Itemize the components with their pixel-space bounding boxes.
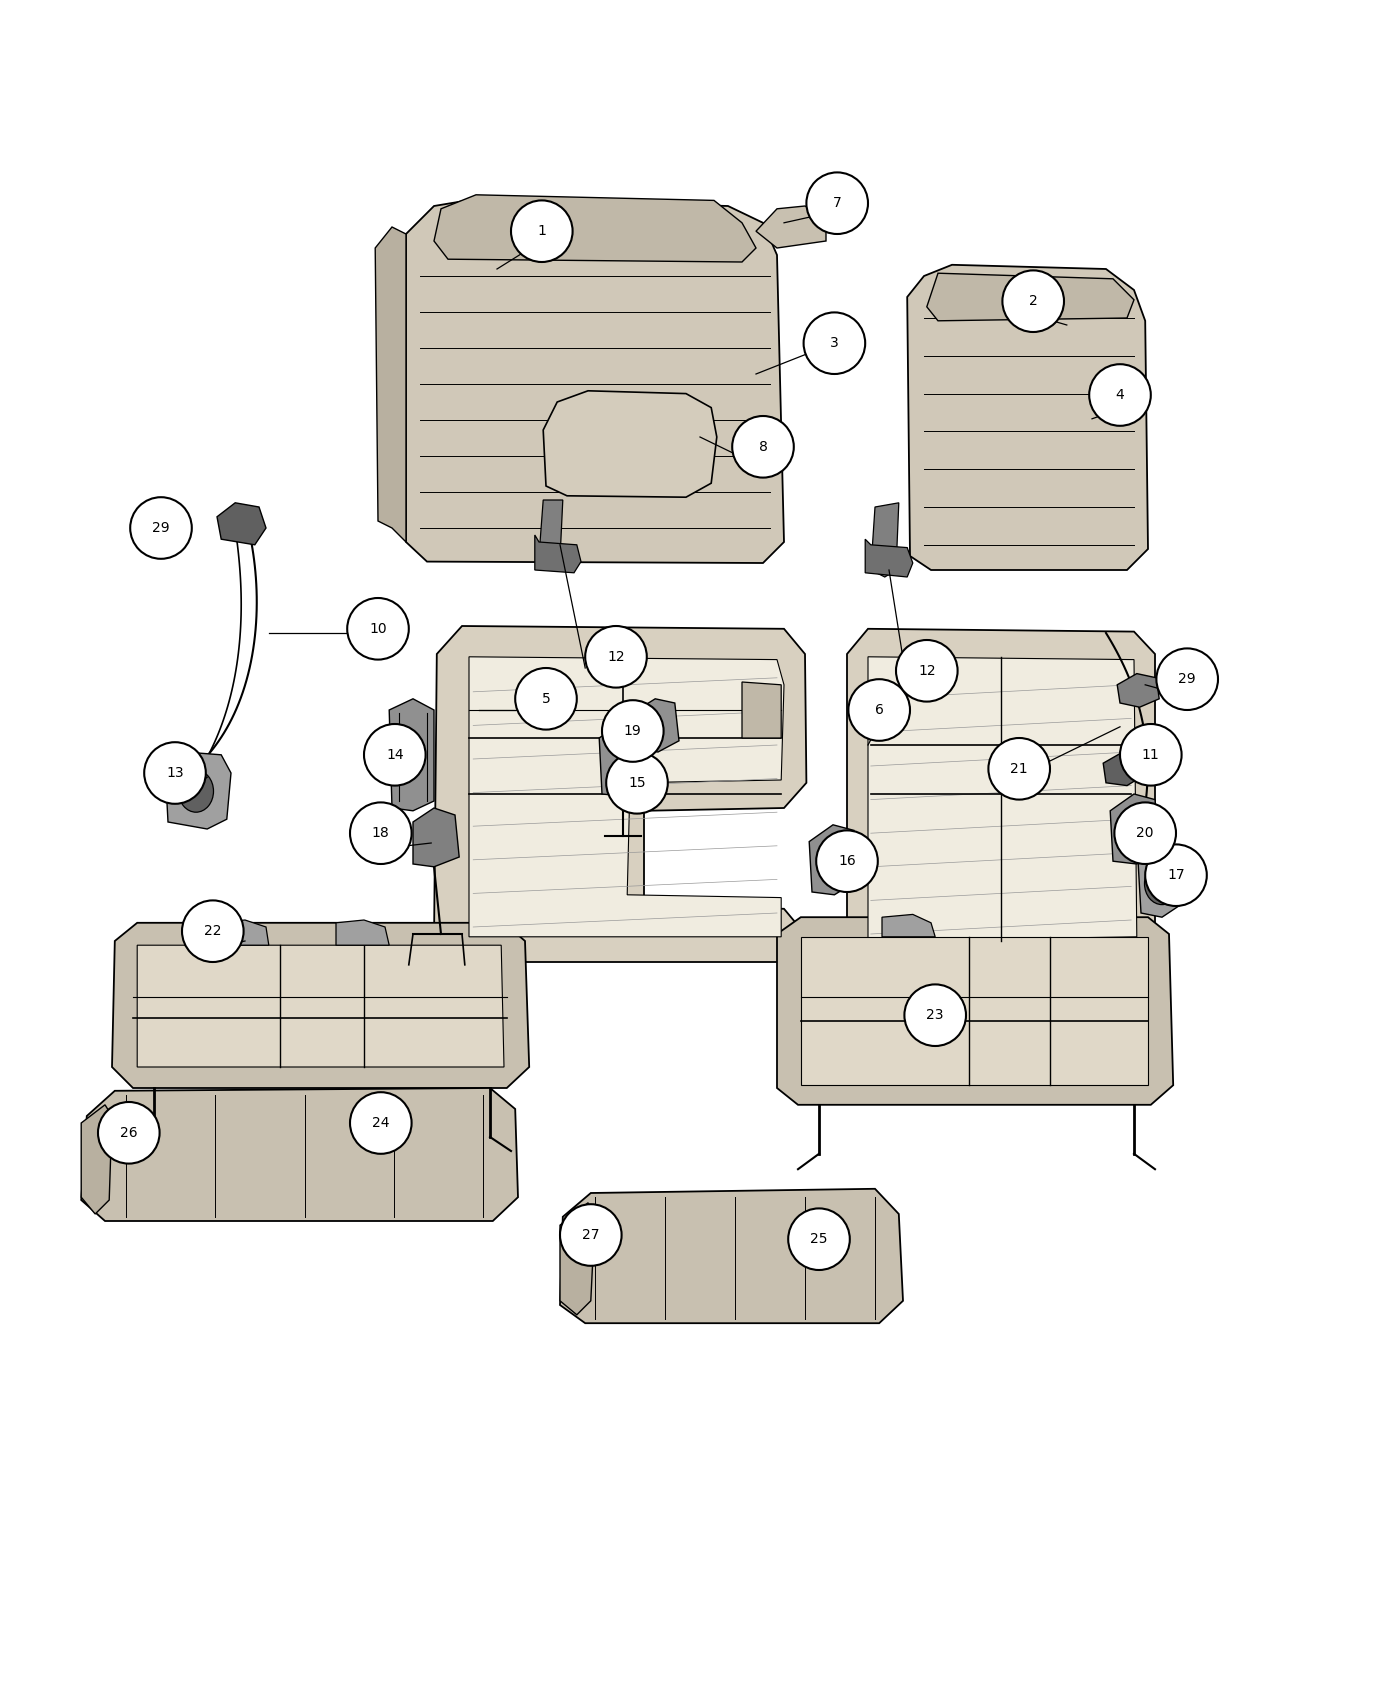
Text: 3: 3 (830, 337, 839, 350)
Polygon shape (1103, 751, 1145, 785)
Polygon shape (539, 500, 563, 563)
Text: 18: 18 (372, 826, 389, 840)
Polygon shape (1117, 673, 1159, 707)
Circle shape (144, 743, 206, 804)
Text: 19: 19 (624, 724, 641, 738)
Text: 2: 2 (1029, 294, 1037, 308)
Polygon shape (599, 721, 651, 797)
Circle shape (816, 830, 878, 893)
Text: 17: 17 (1168, 869, 1184, 882)
Polygon shape (469, 656, 784, 937)
Text: 27: 27 (582, 1227, 599, 1243)
Circle shape (350, 1091, 412, 1154)
Text: 21: 21 (1011, 762, 1028, 775)
Polygon shape (907, 265, 1148, 570)
Text: 10: 10 (370, 622, 386, 636)
Polygon shape (165, 751, 231, 830)
Polygon shape (217, 503, 266, 544)
Text: 25: 25 (811, 1232, 827, 1246)
Polygon shape (756, 206, 826, 248)
Circle shape (788, 1209, 850, 1270)
Circle shape (350, 802, 412, 864)
Circle shape (1114, 802, 1176, 864)
Polygon shape (434, 626, 806, 962)
Circle shape (1120, 724, 1182, 785)
Text: 5: 5 (542, 692, 550, 706)
Text: 14: 14 (386, 748, 403, 762)
Circle shape (896, 639, 958, 702)
Polygon shape (742, 682, 781, 738)
Circle shape (606, 751, 668, 814)
Text: 1: 1 (538, 224, 546, 238)
Text: 22: 22 (204, 925, 221, 938)
Polygon shape (147, 517, 189, 549)
Ellipse shape (1145, 862, 1179, 904)
Circle shape (848, 680, 910, 741)
Polygon shape (927, 274, 1134, 321)
Polygon shape (413, 808, 459, 867)
Polygon shape (137, 945, 504, 1068)
Polygon shape (1138, 850, 1183, 918)
Circle shape (130, 496, 192, 559)
Text: 13: 13 (167, 767, 183, 780)
Polygon shape (543, 391, 717, 496)
Text: 29: 29 (153, 520, 169, 536)
Circle shape (1002, 270, 1064, 332)
Polygon shape (882, 915, 935, 937)
Polygon shape (560, 1188, 903, 1323)
Text: 12: 12 (918, 663, 935, 678)
Polygon shape (336, 920, 389, 945)
Polygon shape (847, 629, 1155, 962)
Circle shape (904, 984, 966, 1046)
Polygon shape (809, 824, 857, 894)
Text: 12: 12 (608, 649, 624, 663)
Circle shape (560, 1204, 622, 1266)
Text: 4: 4 (1116, 388, 1124, 401)
Polygon shape (1110, 794, 1159, 864)
Text: 11: 11 (1142, 748, 1159, 762)
Circle shape (515, 668, 577, 729)
Text: 8: 8 (759, 440, 767, 454)
Polygon shape (81, 1105, 112, 1214)
Polygon shape (868, 656, 1137, 942)
Circle shape (585, 626, 647, 687)
Text: 15: 15 (629, 775, 645, 791)
Circle shape (98, 1102, 160, 1163)
Polygon shape (871, 503, 899, 576)
Circle shape (364, 724, 426, 785)
Polygon shape (434, 196, 756, 262)
Polygon shape (777, 918, 1173, 1105)
Circle shape (1089, 364, 1151, 425)
Polygon shape (535, 536, 581, 573)
Text: 16: 16 (839, 853, 855, 869)
Polygon shape (560, 1204, 595, 1314)
Polygon shape (112, 923, 529, 1088)
Polygon shape (375, 228, 406, 542)
Polygon shape (217, 920, 269, 945)
Polygon shape (389, 699, 434, 811)
Circle shape (347, 598, 409, 660)
Ellipse shape (179, 770, 214, 813)
Text: 7: 7 (833, 196, 841, 211)
Text: 26: 26 (120, 1125, 137, 1139)
Polygon shape (633, 699, 679, 751)
Circle shape (1156, 648, 1218, 711)
Polygon shape (81, 1088, 518, 1221)
Text: 23: 23 (927, 1008, 944, 1022)
Circle shape (511, 201, 573, 262)
Polygon shape (801, 937, 1148, 1085)
Circle shape (806, 172, 868, 235)
Text: 29: 29 (1179, 672, 1196, 687)
Polygon shape (406, 199, 784, 563)
Circle shape (804, 313, 865, 374)
Circle shape (732, 416, 794, 478)
Text: 20: 20 (1137, 826, 1154, 840)
Circle shape (1145, 845, 1207, 906)
Circle shape (988, 738, 1050, 799)
Circle shape (182, 901, 244, 962)
Text: 24: 24 (372, 1115, 389, 1130)
Text: 6: 6 (875, 704, 883, 717)
Polygon shape (865, 539, 913, 576)
Circle shape (602, 700, 664, 762)
